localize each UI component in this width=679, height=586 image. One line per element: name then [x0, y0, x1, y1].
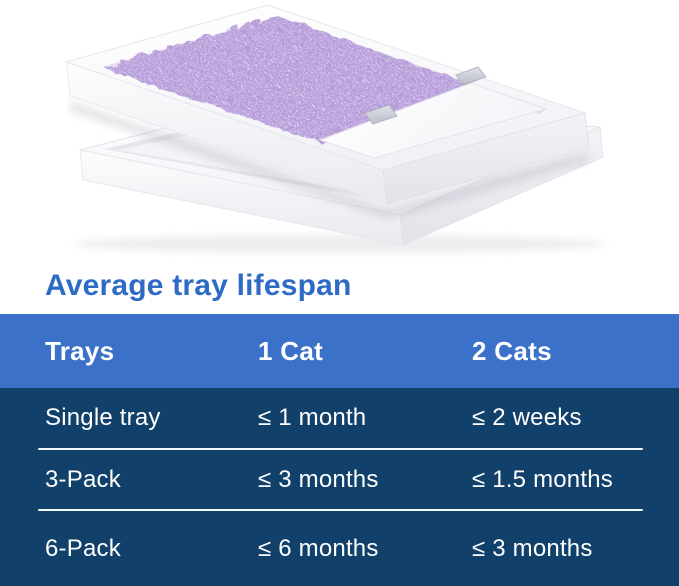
tray-tab-back: [455, 66, 487, 86]
tray-illustration: [64, 4, 605, 253]
col-header-1-cat: 1 Cat: [258, 335, 324, 366]
cell-1-cat-value: ≤ 3 months: [258, 465, 379, 493]
cell-tray-type: Single tray: [45, 404, 161, 431]
col-header-trays: Trays: [45, 335, 115, 366]
cell-2-cats-value: ≤ 1.5 months: [472, 465, 613, 493]
row-divider: [38, 448, 643, 450]
cell-1-cat-value: ≤ 6 months: [258, 534, 379, 562]
col-header-2-cats: 2 Cats: [472, 335, 552, 366]
product-image: [0, 0, 679, 258]
table-row-single-tray: Single tray ≤ 1 month ≤ 2 weeks: [0, 388, 679, 448]
page-title: Average tray lifespan: [45, 269, 352, 302]
tray-tab-front: [364, 104, 398, 125]
cell-1-cat-value: ≤ 1 month: [258, 404, 367, 431]
cell-tray-type: 3-Pack: [45, 465, 121, 493]
cell-2-cats-value: ≤ 2 weeks: [472, 404, 582, 431]
lifespan-table: Trays 1 Cat 2 Cats Single tray ≤ 1 month…: [0, 314, 679, 586]
table-header-row: Trays 1 Cat 2 Cats: [0, 314, 679, 388]
table-body: Single tray ≤ 1 month ≤ 2 weeks 3-Pack ≤…: [0, 388, 679, 586]
table-row-3-pack: 3-Pack ≤ 3 months ≤ 1.5 months: [0, 450, 679, 509]
cell-2-cats-value: ≤ 3 months: [472, 534, 593, 562]
ground-shadow: [75, 235, 605, 253]
row-divider: [38, 509, 643, 511]
litter-tray: [64, 4, 590, 205]
table-row-6-pack: 6-Pack ≤ 6 months ≤ 3 months: [0, 511, 679, 586]
cell-tray-type: 6-Pack: [45, 534, 121, 562]
tray-cast-shadow: [70, 100, 589, 220]
